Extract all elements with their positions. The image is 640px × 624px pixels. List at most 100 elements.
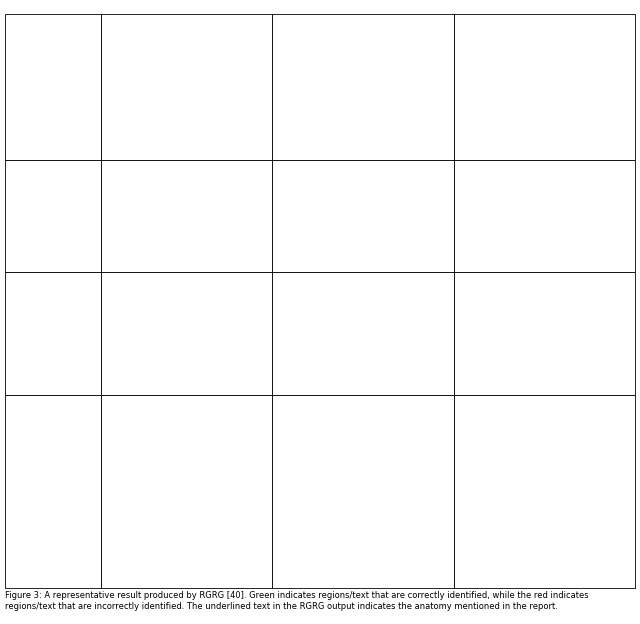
- Text: may: may: [609, 490, 631, 499]
- Text: is: is: [225, 197, 235, 206]
- Text: pleural: pleural: [365, 220, 397, 228]
- Text: there: there: [148, 513, 173, 522]
- Text: is: is: [487, 28, 497, 37]
- Text: Upper: Upper: [460, 220, 489, 228]
- Text: unchanged.: unchanged.: [537, 479, 591, 488]
- Text: The: The: [528, 119, 547, 128]
- Text: As: As: [278, 286, 292, 295]
- Text: effusion: effusion: [143, 536, 181, 545]
- Text: edema: edema: [188, 208, 221, 217]
- Text: abnormalities.: abnormalities.: [523, 513, 588, 522]
- Text: is: is: [410, 119, 420, 128]
- Text: left: left: [278, 456, 295, 465]
- Text: or: or: [278, 108, 290, 117]
- Text: of: of: [305, 208, 317, 217]
- Text: atelectasis.: atelectasis.: [337, 320, 390, 329]
- Text: pulmonary: pulmonary: [396, 208, 446, 217]
- Text: No: No: [278, 377, 293, 386]
- Text: is: is: [487, 286, 497, 295]
- Text: limits.: limits.: [523, 536, 552, 545]
- Text: Generated:: Generated:: [278, 17, 333, 26]
- Text: contours: contours: [161, 39, 202, 49]
- Text: edema.: edema.: [239, 354, 274, 363]
- Text: There: There: [107, 85, 134, 94]
- Text: tip: tip: [523, 343, 538, 352]
- Text: the: the: [107, 513, 124, 522]
- Text: the: the: [333, 332, 349, 341]
- Text: markings: markings: [278, 51, 322, 60]
- Text: suggesting: suggesting: [360, 343, 411, 352]
- Text: Compared: Compared: [107, 174, 155, 183]
- Text: small-to-moderate: small-to-moderate: [161, 524, 245, 534]
- Text: pneumothorax.: pneumothorax.: [550, 422, 620, 431]
- Text: evidence: evidence: [292, 231, 334, 240]
- Text: No: No: [396, 231, 411, 240]
- Text: compared: compared: [161, 332, 208, 341]
- Text: Reference:: Reference:: [107, 275, 161, 284]
- Text: right: right: [587, 343, 610, 352]
- Text: effusion: effusion: [369, 411, 407, 420]
- Text: Small-to-moderate: Small-to-moderate: [355, 445, 440, 454]
- Text: are: are: [600, 456, 617, 465]
- Text: hilar: hilar: [225, 28, 247, 37]
- Text: is: is: [460, 445, 470, 454]
- Text: pneumothorax.: pneumothorax.: [460, 39, 529, 49]
- Text: basilar: basilar: [278, 479, 310, 488]
- Text: to: to: [202, 332, 214, 341]
- Text: left: left: [125, 513, 142, 522]
- Text: cardiomegaly: cardiomegaly: [157, 254, 219, 263]
- Text: abrupt: abrupt: [216, 434, 247, 442]
- Text: in: in: [555, 343, 566, 352]
- Text: radiograph: radiograph: [278, 298, 329, 306]
- Text: is: is: [605, 298, 615, 306]
- Text: On: On: [248, 502, 262, 510]
- Text: the: the: [555, 231, 572, 240]
- Text: lower: lower: [129, 343, 156, 352]
- Text: more: more: [229, 51, 255, 60]
- Text: has: has: [410, 411, 428, 420]
- Text: pneumonia: pneumonia: [107, 354, 159, 363]
- Text: atelectasis.: atelectasis.: [460, 108, 513, 117]
- Text: pleural: pleural: [532, 208, 565, 217]
- Text: coarsened: coarsened: [278, 39, 327, 49]
- Text: to: to: [161, 286, 173, 295]
- Text: left: left: [243, 536, 260, 545]
- Text: Mild: Mild: [166, 320, 187, 329]
- Text: left: left: [351, 332, 368, 341]
- Text: distal: distal: [170, 445, 197, 454]
- Text: plug.: plug.: [107, 254, 131, 263]
- Text: The: The: [591, 513, 611, 522]
- Text: effusion: effusion: [496, 422, 534, 431]
- Text: ends: ends: [596, 354, 620, 363]
- Text: in: in: [396, 62, 407, 71]
- Text: catheter: catheter: [483, 343, 522, 352]
- Text: atelectasis: atelectasis: [166, 547, 216, 556]
- Text: blunting: blunting: [278, 332, 317, 341]
- Text: is: is: [618, 320, 628, 329]
- Text: free: free: [328, 142, 348, 151]
- Text: left: left: [138, 332, 156, 341]
- Text: No: No: [342, 377, 356, 386]
- Text: sinus: sinus: [278, 343, 304, 352]
- Text: overt: overt: [337, 366, 363, 375]
- Text: structures: structures: [383, 130, 429, 140]
- Text: There: There: [460, 286, 488, 295]
- Text: The: The: [355, 108, 374, 117]
- Text: substantial: substantial: [202, 513, 253, 522]
- Text: bronchus.: bronchus.: [107, 456, 152, 465]
- Text: no: no: [188, 513, 202, 522]
- Text: There: There: [578, 265, 605, 274]
- Text: is: is: [600, 51, 610, 60]
- Text: are: are: [107, 74, 124, 83]
- Text: of: of: [138, 445, 150, 454]
- Text: effusion.: effusion.: [568, 208, 609, 217]
- Text: mucous: mucous: [220, 242, 257, 251]
- Text: consolidation.: consolidation.: [107, 558, 171, 567]
- Text: Worsening: Worsening: [107, 411, 156, 420]
- Text: secondary: secondary: [107, 479, 155, 488]
- Text: unchanged.: unchanged.: [460, 185, 514, 195]
- Text: left: left: [428, 62, 445, 71]
- Text: retrocardiac: retrocardiac: [198, 220, 253, 228]
- Text: the: the: [460, 366, 477, 375]
- Text: left: left: [500, 242, 518, 251]
